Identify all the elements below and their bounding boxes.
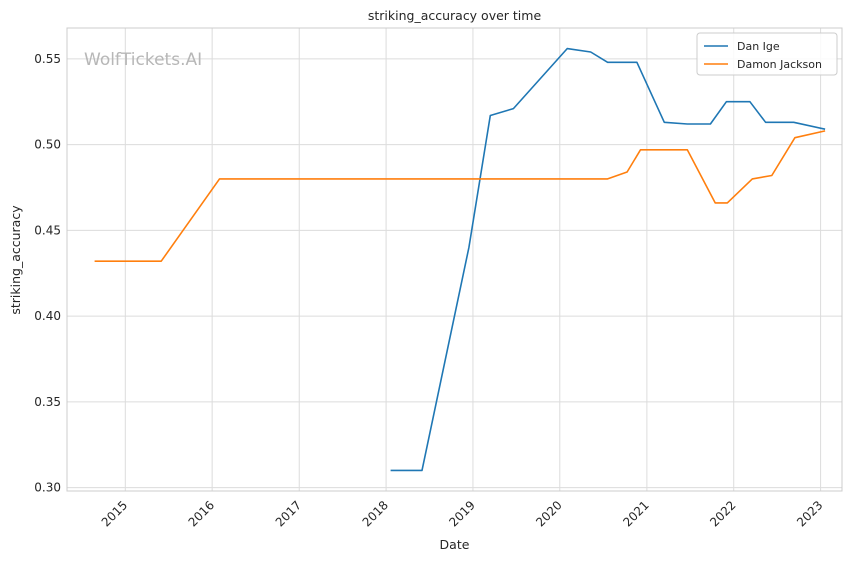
legend-box xyxy=(696,32,838,76)
y-tick-label: 0.55 xyxy=(34,52,61,66)
series-lines xyxy=(94,47,826,472)
legend-label-damon-jackson: Damon Jackson xyxy=(737,58,822,71)
y-tick-label: 0.40 xyxy=(34,309,61,323)
watermark-text: WolfTickets.AI xyxy=(84,50,202,70)
legend: Dan Ige Damon Jackson xyxy=(696,32,838,76)
chart-title: striking_accuracy over time xyxy=(368,8,542,23)
grid xyxy=(67,28,842,491)
series-line-dan-ige xyxy=(390,47,826,472)
y-tick-label: 0.50 xyxy=(34,138,61,152)
x-axis-title: Date xyxy=(440,537,470,552)
y-tick-label: 0.35 xyxy=(34,395,61,409)
y-tick-label: 0.30 xyxy=(34,481,61,495)
series-line-damon-jackson xyxy=(94,130,826,263)
legend-label-dan-ige: Dan Ige xyxy=(737,40,780,53)
y-tick-label: 0.45 xyxy=(34,223,61,237)
y-axis-title: striking_accuracy xyxy=(8,205,23,315)
plot-frame xyxy=(66,27,843,492)
